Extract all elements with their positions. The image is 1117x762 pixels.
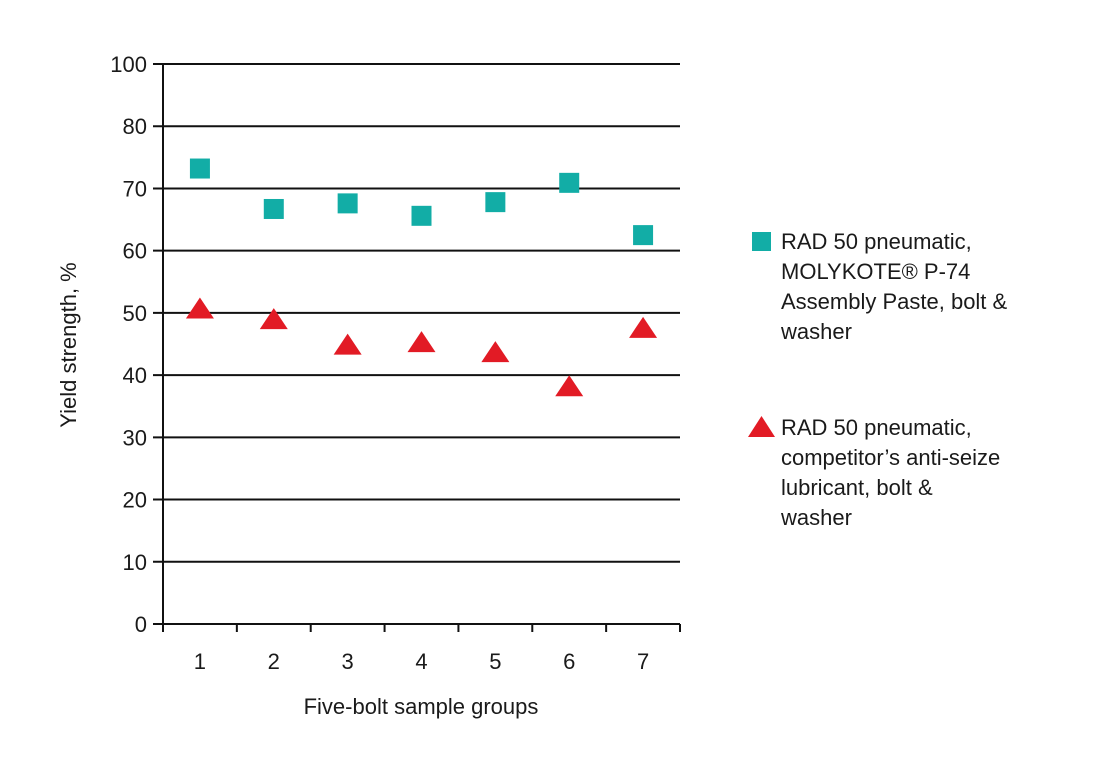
square-point [337, 193, 358, 214]
y-tick-label: 60 [123, 239, 147, 264]
triangle-point [629, 316, 658, 338]
triangle-point [407, 331, 436, 353]
y-tick-label: 70 [123, 176, 147, 201]
triangle-point [333, 333, 362, 355]
y-tick-label: 40 [123, 363, 147, 388]
triangle-point [259, 308, 288, 330]
y-tick-label: 10 [123, 550, 147, 575]
y-axis-ticks: 0 10 20 30 40 50 60 70 80 100 [110, 52, 147, 637]
legend-text-line: RAD 50 pneumatic, [781, 415, 972, 440]
x-tick-label: 4 [415, 649, 427, 674]
x-tick-label: 6 [563, 649, 575, 674]
square-point [633, 225, 654, 246]
square-point [411, 205, 432, 226]
legend-text-line: washer [781, 505, 852, 530]
x-tick-label: 1 [194, 649, 206, 674]
square-point [189, 158, 210, 179]
x-tick-label: 3 [342, 649, 354, 674]
x-axis-label: Five-bolt sample groups [304, 694, 539, 719]
x-tick-label: 2 [268, 649, 280, 674]
legend-text-line: RAD 50 pneumatic, [781, 229, 972, 254]
triangle-point [555, 375, 584, 397]
legend-item-molykote: RAD 50 pneumatic, MOLYKOTE® P-74 Assembl… [781, 227, 1081, 347]
gridlines [153, 63, 680, 632]
triangle-point [185, 297, 214, 319]
y-tick-label: 100 [110, 52, 147, 77]
legend-square-marker [752, 232, 771, 251]
y-axis-label: Yield strength, % [56, 262, 81, 428]
legend-triangle-marker [748, 416, 775, 437]
legend-text-line: washer [781, 319, 852, 344]
data-points [185, 158, 658, 397]
triangle-point [481, 341, 510, 363]
square-point [263, 198, 284, 219]
legend-text-line: lubricant, bolt & [781, 475, 933, 500]
y-tick-label: 30 [123, 425, 147, 450]
legend-text-line: MOLYKOTE® P-74 [781, 259, 971, 284]
y-tick-label: 0 [135, 612, 147, 637]
y-tick-label: 80 [123, 114, 147, 139]
legend-text-line: competitor’s anti-seize [781, 445, 1001, 470]
x-tick-label: 5 [489, 649, 501, 674]
y-tick-label: 50 [123, 301, 147, 326]
legend-item-competitor: RAD 50 pneumatic, competitor’s anti-seiz… [781, 413, 1081, 533]
x-axis-ticks: 1 2 3 4 5 6 7 [162, 624, 681, 674]
y-tick-label: 20 [123, 488, 147, 513]
square-point [559, 172, 580, 193]
x-tick-label: 7 [637, 649, 649, 674]
square-point [485, 192, 506, 213]
legend-text-line: Assembly Paste, bolt & [781, 289, 1008, 314]
